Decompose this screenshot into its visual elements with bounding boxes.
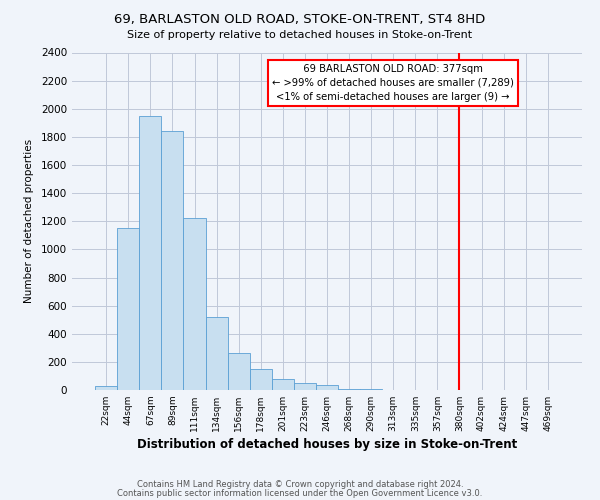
Bar [206, 317, 227, 390]
Text: 69, BARLASTON OLD ROAD, STOKE-ON-TRENT, ST4 8HD: 69, BARLASTON OLD ROAD, STOKE-ON-TRENT, … [115, 12, 485, 26]
Y-axis label: Number of detached properties: Number of detached properties [24, 139, 34, 304]
Bar [95, 386, 117, 390]
Bar [316, 384, 338, 390]
Text: 69 BARLASTON OLD ROAD: 377sqm  
← >99% of detached houses are smaller (7,289)
<1: 69 BARLASTON OLD ROAD: 377sqm ← >99% of … [272, 64, 514, 102]
X-axis label: Distribution of detached houses by size in Stoke-on-Trent: Distribution of detached houses by size … [137, 438, 517, 451]
Text: Size of property relative to detached houses in Stoke-on-Trent: Size of property relative to detached ho… [127, 30, 473, 40]
Bar [272, 379, 294, 390]
Bar [117, 228, 139, 390]
Bar [161, 131, 184, 390]
Bar [184, 218, 206, 390]
Bar [294, 383, 316, 390]
Text: Contains HM Land Registry data © Crown copyright and database right 2024.: Contains HM Land Registry data © Crown c… [137, 480, 463, 489]
Bar [227, 352, 250, 390]
Text: Contains public sector information licensed under the Open Government Licence v3: Contains public sector information licen… [118, 488, 482, 498]
Bar [250, 369, 272, 390]
Bar [139, 116, 161, 390]
